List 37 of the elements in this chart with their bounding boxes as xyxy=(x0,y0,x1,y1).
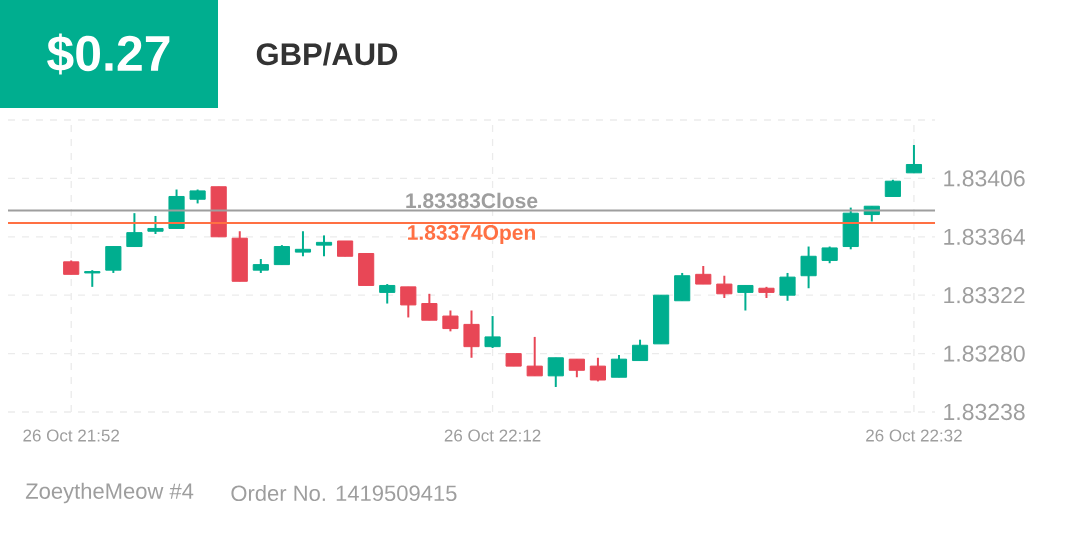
x-tick-label: 26 Oct 21:52 xyxy=(23,429,119,442)
candlestick xyxy=(610,353,628,379)
y-tick-label: 1.83322 xyxy=(944,287,1025,304)
candlestick xyxy=(379,283,396,305)
candlestick xyxy=(400,285,417,319)
candlestick xyxy=(147,214,164,236)
ref-line-label: 1.83374Open xyxy=(408,225,535,245)
candlestick xyxy=(547,356,564,388)
x-tick-label: 26 Oct 22:32 xyxy=(866,429,962,442)
y-tick-label: 1.83364 xyxy=(944,228,1025,245)
candlestick xyxy=(442,309,459,333)
candlestick xyxy=(905,144,923,174)
text: ZoeytheMeow #4 xyxy=(25,482,194,504)
y-tick-label: 1.83280 xyxy=(944,345,1025,362)
x-tick-label: 26 Oct 22:12 xyxy=(444,429,541,442)
chart-title: GBP/AUD xyxy=(256,42,398,66)
text: $0.27 xyxy=(47,33,170,75)
candlestick xyxy=(779,271,796,302)
ref-line-label: 1.83383Close xyxy=(406,192,538,209)
candlestick xyxy=(631,338,649,362)
y-tick-label: 1.83238 xyxy=(944,403,1025,421)
candlestick xyxy=(315,234,333,258)
candlestick xyxy=(273,244,290,266)
candlestick xyxy=(463,309,480,359)
candlestick xyxy=(716,274,733,299)
candlestick xyxy=(294,230,312,258)
y-tick-label: 1.83406 xyxy=(944,170,1025,187)
candlestick xyxy=(421,292,438,322)
candlestick xyxy=(105,245,122,274)
candlestick xyxy=(126,212,143,248)
candlestick xyxy=(737,284,754,312)
text: Order No. 1419509415 xyxy=(231,484,457,502)
candlestick xyxy=(568,358,585,379)
candlestick xyxy=(695,265,712,286)
candlestick xyxy=(800,245,817,290)
candlestick xyxy=(484,315,501,350)
candlestick xyxy=(526,335,543,377)
